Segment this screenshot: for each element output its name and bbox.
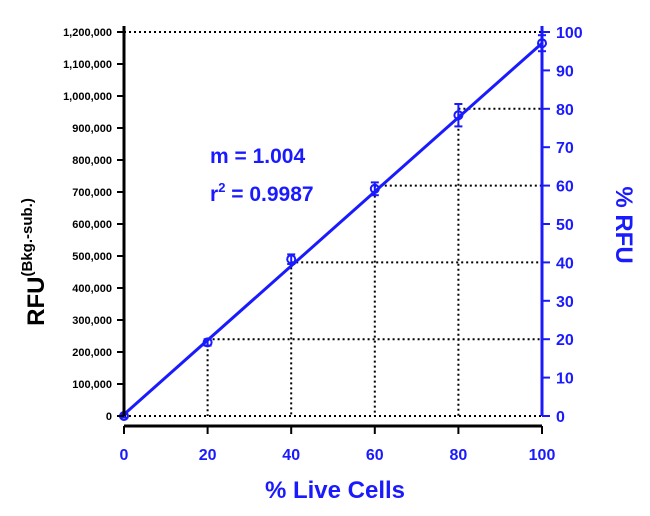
r-squared-annotation: r2 = 0.9987 bbox=[210, 180, 314, 206]
slope-annotation: m = 1.004 bbox=[210, 145, 305, 168]
y2-tick-label-10: 100 bbox=[556, 25, 583, 42]
y2-tick-label-4: 40 bbox=[556, 255, 574, 272]
y-axis-left: 0 100,000 200,000 300,000 400,000 500,000 600,… bbox=[63, 26, 126, 423]
y2-tick-label-5: 50 bbox=[556, 217, 574, 234]
y-tick-label-2: 200,000 bbox=[72, 347, 112, 359]
data-point-4 bbox=[453, 110, 464, 121]
data-point-1 bbox=[202, 337, 213, 348]
y2-tick-label-9: 90 bbox=[556, 63, 574, 80]
y-axis-title: RFU(Bkg.-sub.) bbox=[19, 198, 50, 326]
y-tick-label-0: 0 bbox=[106, 411, 112, 423]
y-axis-title-sup: (Bkg.-sub.) bbox=[19, 198, 36, 276]
x-axis-title: % Live Cells bbox=[265, 477, 405, 504]
y2-tick-label-0: 0 bbox=[556, 409, 565, 426]
y-tick-label-5: 500,000 bbox=[72, 251, 112, 263]
y2-tick-label-6: 60 bbox=[556, 179, 574, 196]
y-tick-label-10: 1,000,000 bbox=[63, 91, 112, 103]
y-tick-label-12: 1,200,000 bbox=[63, 27, 112, 39]
data-point-3 bbox=[369, 183, 380, 194]
x-tick-label-2: 40 bbox=[282, 447, 300, 464]
y-tick-label-3: 300,000 bbox=[72, 315, 112, 327]
y-tick-label-1: 100,000 bbox=[72, 379, 112, 391]
y-axis-right: 0 10 20 30 40 50 60 70 80 90 100 bbox=[540, 25, 583, 426]
r-squared-value: = 0.9987 bbox=[225, 183, 313, 206]
data-point-2 bbox=[286, 254, 297, 265]
y2-tick-label-3: 30 bbox=[556, 294, 574, 311]
fit-line-group bbox=[123, 42, 543, 416]
r-squared-exp: 2 bbox=[218, 180, 225, 195]
y-axis-title-main: RFU bbox=[23, 277, 50, 326]
y2-tick-label-7: 70 bbox=[556, 140, 574, 157]
y-tick-label-6: 600,000 bbox=[72, 219, 112, 231]
svg-text:RFU(Bkg.-sub.): RFU(Bkg.-sub.) bbox=[19, 198, 50, 326]
x-tick-label-1: 20 bbox=[199, 447, 217, 464]
x-tick-label-0: 0 bbox=[120, 447, 129, 464]
fit-line bbox=[123, 42, 543, 416]
x-axis: 0 20 40 60 80 100 bbox=[120, 424, 556, 464]
y2-tick-label-8: 80 bbox=[556, 102, 574, 119]
y-tick-label-7: 700,000 bbox=[72, 187, 112, 199]
x-tick-label-5: 100 bbox=[529, 447, 556, 464]
y2-tick-label-2: 20 bbox=[556, 332, 574, 349]
r-squared-prefix: r bbox=[210, 183, 218, 206]
x-tick-label-4: 80 bbox=[450, 447, 468, 464]
y-tick-label-4: 400,000 bbox=[72, 283, 112, 295]
y2-tick-label-1: 10 bbox=[556, 371, 574, 388]
y-tick-label-8: 800,000 bbox=[72, 155, 112, 167]
data-points bbox=[119, 34, 547, 421]
y-tick-label-11: 1,100,000 bbox=[63, 59, 112, 71]
y2-axis-title: % RFU bbox=[610, 186, 637, 263]
y-tick-label-9: 900,000 bbox=[72, 123, 112, 135]
x-tick-label-3: 60 bbox=[366, 447, 384, 464]
